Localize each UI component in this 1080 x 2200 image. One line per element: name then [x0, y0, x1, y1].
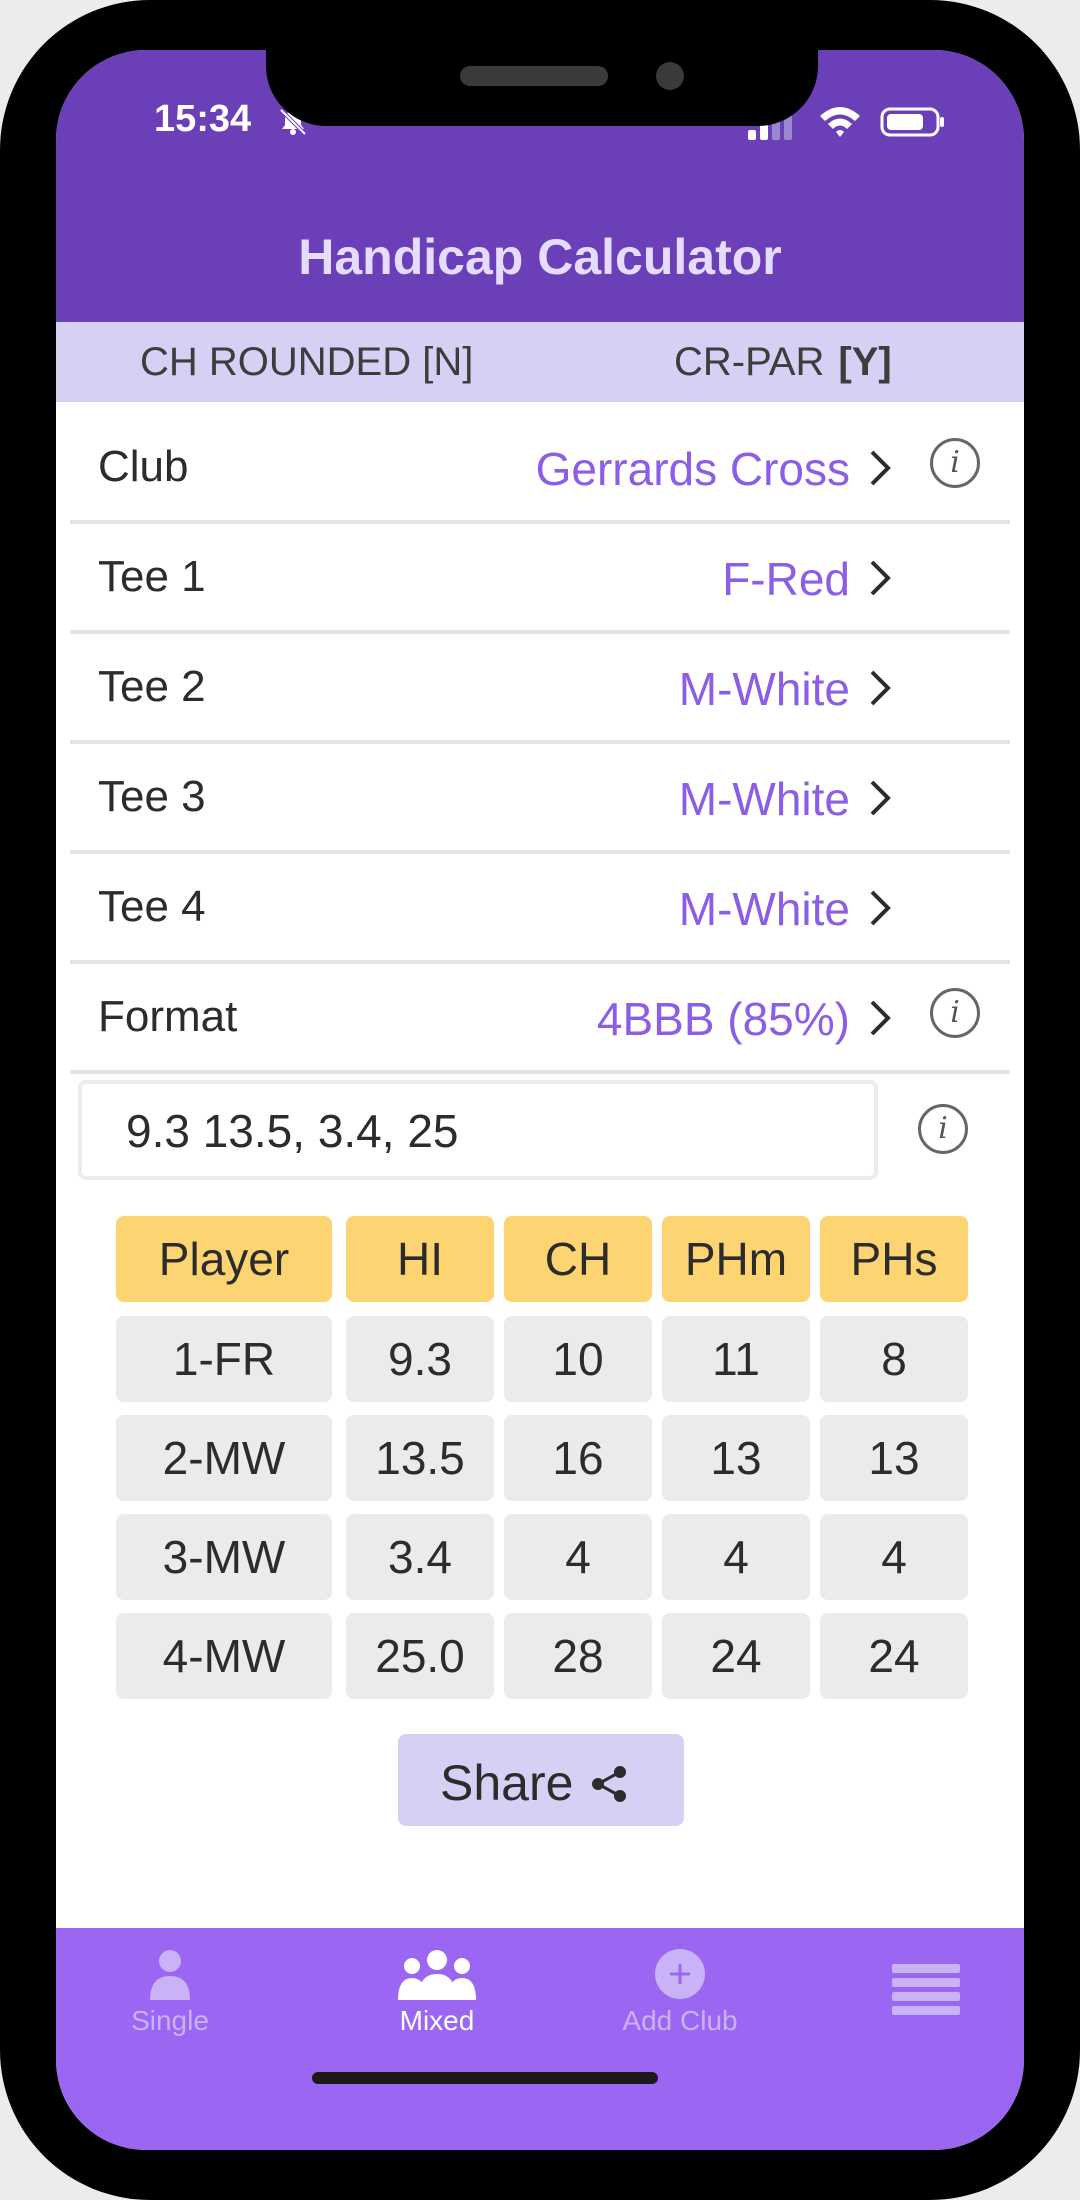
info-icon[interactable]: i — [930, 438, 980, 488]
table-header-cell: CH — [504, 1216, 652, 1302]
tab-single-label: Single — [131, 2005, 209, 2036]
setting-value[interactable]: M-White — [678, 883, 850, 935]
table-cell: 24 — [662, 1613, 810, 1699]
setting-row[interactable]: Club Gerrards Cross i — [70, 412, 1010, 524]
battery-icon — [880, 107, 944, 137]
wifi-icon — [820, 107, 860, 137]
table-cell: 4 — [504, 1514, 652, 1600]
chevron-right-icon[interactable] — [868, 558, 892, 598]
setting-label: Tee 2 — [98, 662, 206, 711]
tab-mixed-label: Mixed — [399, 2005, 475, 2036]
setting-value[interactable]: Gerrards Cross — [535, 443, 850, 495]
table-cell: 13 — [820, 1415, 968, 1501]
table-cell: 16 — [504, 1415, 652, 1501]
setting-label: Tee 4 — [98, 882, 206, 931]
page-title: Handicap Calculator — [298, 229, 782, 285]
handicap-entry — [78, 1080, 878, 1180]
table-header-cell: PHm — [662, 1216, 810, 1302]
menu-icon — [892, 1964, 960, 2015]
handicap-input[interactable] — [126, 1106, 826, 1156]
setting-value[interactable]: F-Red — [722, 553, 850, 605]
setting-label: Club — [98, 442, 189, 491]
group-icon — [398, 1950, 476, 2000]
app-screen: Handicap Calculator 15:34 — [56, 50, 1024, 2150]
chevron-right-icon[interactable] — [868, 448, 892, 488]
table-cell: 9.3 — [346, 1316, 494, 1402]
add-circle-icon — [655, 1949, 705, 1999]
table-cell: 24 — [820, 1613, 968, 1699]
table-cell: 3.4 — [346, 1514, 494, 1600]
bottom-tab-bar: Single Mixed Add Club — [56, 1928, 1024, 2150]
setting-label: Tee 1 — [98, 552, 206, 601]
chevron-right-icon[interactable] — [868, 888, 892, 928]
setting-value[interactable]: M-White — [678, 663, 850, 715]
table-cell: 10 — [504, 1316, 652, 1402]
table-cell: 11 — [662, 1316, 810, 1402]
table-header-cell: PHs — [820, 1216, 968, 1302]
table-cell: 25.0 — [346, 1613, 494, 1699]
table-cell: 13.5 — [346, 1415, 494, 1501]
tab-add-club[interactable]: Add Club — [600, 1948, 760, 2037]
table-cell: 4 — [662, 1514, 810, 1600]
options-bar: CH ROUNDED [N] CR-PAR [Y] — [56, 322, 1024, 402]
cr-par-option[interactable]: CR-PAR [Y] — [674, 340, 892, 385]
table-cell: 3-MW — [116, 1514, 332, 1600]
setting-label: Format — [98, 992, 238, 1041]
table-header-cell: Player — [116, 1216, 332, 1302]
tab-add-club-label: Add Club — [622, 2005, 738, 2036]
table-cell: 8 — [820, 1316, 968, 1402]
share-icon — [592, 1766, 626, 1802]
device-speaker — [460, 66, 608, 86]
tab-menu[interactable] — [890, 1962, 962, 2021]
table-cell: 2-MW — [116, 1415, 332, 1501]
status-time: 15:34 — [154, 98, 252, 140]
share-label: Share — [440, 1755, 574, 1811]
cr-par-flag: [Y] — [838, 340, 892, 384]
info-icon[interactable]: i — [930, 988, 980, 1038]
setting-row[interactable]: Format 4BBB (85%) i — [70, 962, 1010, 1074]
info-icon[interactable]: i — [918, 1104, 968, 1154]
chevron-right-icon[interactable] — [868, 998, 892, 1038]
table-cell: 13 — [662, 1415, 810, 1501]
chevron-right-icon[interactable] — [868, 668, 892, 708]
tab-single[interactable]: Single — [110, 1948, 230, 2037]
setting-row[interactable]: Tee 2 M-White — [70, 632, 1010, 744]
cr-par-label: CR-PAR — [674, 340, 825, 384]
table-cell: 28 — [504, 1613, 652, 1699]
setting-label: Tee 3 — [98, 772, 206, 821]
table-cell: 4 — [820, 1514, 968, 1600]
table-cell: 4-MW — [116, 1613, 332, 1699]
setting-value[interactable]: M-White — [678, 773, 850, 825]
device-camera — [656, 62, 684, 90]
setting-row[interactable]: Tee 4 M-White — [70, 852, 1010, 964]
setting-row[interactable]: Tee 1 F-Red — [70, 522, 1010, 634]
home-indicator[interactable] — [312, 2072, 658, 2084]
tab-mixed[interactable]: Mixed — [382, 1948, 492, 2037]
chevron-right-icon[interactable] — [868, 778, 892, 818]
table-cell: 1-FR — [116, 1316, 332, 1402]
ch-rounded-option[interactable]: CH ROUNDED [N] — [140, 340, 474, 384]
setting-value[interactable]: 4BBB (85%) — [596, 993, 850, 1045]
person-icon — [150, 1950, 190, 2000]
share-button[interactable]: Share — [398, 1734, 684, 1826]
table-header-cell: HI — [346, 1216, 494, 1302]
setting-row[interactable]: Tee 3 M-White — [70, 742, 1010, 854]
